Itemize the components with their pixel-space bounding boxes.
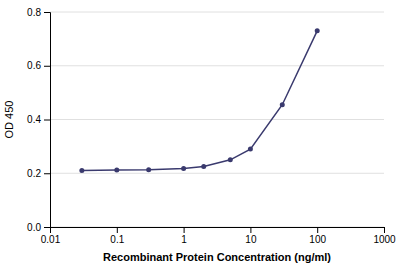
y-tick-label: 0.4 (27, 114, 41, 125)
x-axis: 0.01 0.1 1 10 100 1000 (41, 227, 396, 245)
x-tick: 0.01 (41, 227, 61, 245)
point (201, 164, 206, 169)
y-tick-mark (44, 173, 50, 174)
point (79, 168, 84, 173)
x-tick-label: 0.01 (41, 234, 61, 245)
x-axis-title: Recombinant Protein Concentration (ng/ml… (103, 251, 331, 263)
x-tick-mark (184, 227, 185, 233)
x-tick: 0.1 (110, 227, 124, 245)
x-tick-mark (117, 227, 118, 233)
marks (79, 28, 319, 173)
y-tick: 0.4 (27, 114, 50, 125)
point (114, 168, 119, 173)
y-tick-mark (44, 227, 50, 228)
y-tick: 0.0 (27, 222, 50, 233)
grid-line (50, 12, 384, 13)
grid-line (50, 173, 384, 174)
y-axis: 0.0 0.2 0.4 0.6 0.8 (27, 7, 50, 233)
x-axis-line (51, 228, 385, 234)
x-tick-mark (317, 227, 318, 233)
y-tick: 0.2 (27, 168, 50, 179)
chart: 0.01 0.1 1 10 100 1000 0.0 0.2 0.4 0.6 0.8 Recombin… (0, 0, 400, 267)
x-tick-label: 10 (245, 234, 257, 245)
x-tick: 10 (245, 227, 257, 245)
y-tick: 0.6 (27, 60, 50, 71)
y-axis-title: OD 450 (3, 101, 15, 139)
x-tick-mark (250, 227, 251, 233)
x-tick: 100 (309, 227, 326, 245)
x-tick-label: 0.1 (110, 234, 124, 245)
point (248, 147, 253, 152)
y-axis-line (44, 13, 51, 228)
point (280, 102, 285, 107)
y-tick-mark (44, 120, 50, 121)
point (181, 166, 186, 171)
y-tick: 0.8 (27, 7, 50, 18)
x-tick-label: 1 (181, 234, 187, 245)
y-tick-label: 0.2 (27, 168, 41, 179)
x-tick-label: 1000 (373, 234, 396, 245)
point (146, 167, 151, 172)
plot: 0.01 0.1 1 10 100 1000 0.0 0.2 0.4 0.6 0.8 (27, 7, 396, 245)
x-tick-mark (384, 227, 385, 233)
x-tick: 1000 (373, 227, 396, 245)
y-tick-label: 0.0 (27, 222, 41, 233)
grid (50, 12, 384, 227)
y-tick-label: 0.8 (27, 7, 41, 18)
grid-line (50, 65, 384, 66)
point (315, 28, 320, 33)
line (82, 31, 317, 171)
point (228, 157, 233, 162)
y-tick-label: 0.6 (27, 60, 41, 71)
grid-line (50, 119, 384, 120)
y-tick-mark (44, 12, 50, 13)
x-tick-label: 100 (309, 234, 326, 245)
x-tick: 1 (181, 227, 187, 245)
y-tick-mark (44, 66, 50, 67)
